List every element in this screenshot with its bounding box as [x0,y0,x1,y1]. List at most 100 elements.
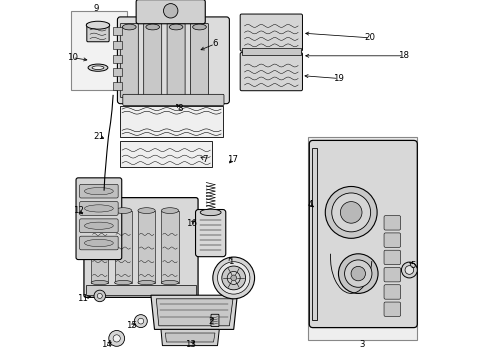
Text: 11: 11 [77,294,88,302]
Bar [120,106,223,137]
FancyBboxPatch shape [383,267,400,282]
Text: 12: 12 [73,206,83,215]
Circle shape [325,186,376,238]
Ellipse shape [192,24,206,30]
FancyBboxPatch shape [383,233,400,247]
Circle shape [227,271,240,284]
Ellipse shape [84,222,113,229]
FancyBboxPatch shape [309,140,416,328]
Ellipse shape [91,208,108,213]
FancyBboxPatch shape [80,184,118,198]
FancyBboxPatch shape [211,314,219,327]
Text: 13: 13 [184,341,196,349]
Circle shape [212,257,254,299]
FancyBboxPatch shape [136,0,205,24]
Text: 10: 10 [67,53,78,62]
Bar [113,82,122,90]
FancyBboxPatch shape [80,202,118,215]
Text: 3: 3 [359,341,365,349]
Bar [161,211,178,283]
Ellipse shape [138,280,155,285]
Circle shape [222,266,245,290]
Ellipse shape [91,280,108,285]
FancyBboxPatch shape [383,285,400,299]
Circle shape [134,315,147,328]
FancyBboxPatch shape [143,23,162,98]
Bar [113,68,122,76]
Bar [71,11,126,90]
FancyBboxPatch shape [195,210,225,257]
Text: 8: 8 [177,104,183,113]
Polygon shape [151,295,237,329]
FancyBboxPatch shape [190,23,208,98]
Ellipse shape [169,24,183,30]
Circle shape [340,202,361,223]
Ellipse shape [114,280,132,285]
Ellipse shape [163,4,178,18]
Circle shape [404,266,413,274]
Text: 19: 19 [333,74,344,83]
Ellipse shape [84,205,113,212]
Ellipse shape [114,208,132,213]
Text: 21: 21 [93,132,104,141]
FancyBboxPatch shape [76,178,122,260]
Text: 5: 5 [409,261,415,270]
Circle shape [138,318,143,324]
FancyBboxPatch shape [383,216,400,230]
Circle shape [338,254,377,293]
Ellipse shape [92,66,104,69]
Ellipse shape [86,21,109,29]
Circle shape [331,193,370,232]
Text: 6: 6 [212,40,217,49]
FancyBboxPatch shape [84,198,198,297]
Circle shape [217,262,249,294]
Text: 7: 7 [202,155,207,163]
Ellipse shape [84,239,113,247]
Text: 20: 20 [364,33,374,42]
Polygon shape [156,299,232,326]
FancyBboxPatch shape [383,250,400,265]
FancyBboxPatch shape [87,23,109,42]
Ellipse shape [200,209,221,216]
Ellipse shape [84,188,113,195]
Bar [138,211,155,283]
Bar [113,41,122,49]
Text: 1: 1 [227,256,233,266]
Bar [113,55,122,63]
Ellipse shape [161,208,178,213]
Circle shape [113,335,120,342]
Bar [91,211,108,283]
Ellipse shape [88,64,108,71]
Bar [86,285,196,295]
Circle shape [344,260,371,287]
Ellipse shape [138,208,155,213]
Text: 18: 18 [397,51,408,60]
Circle shape [230,275,236,281]
Ellipse shape [161,280,178,285]
Text: 17: 17 [227,155,238,163]
Text: 4: 4 [306,200,312,209]
Text: 14: 14 [102,341,112,349]
Circle shape [94,290,105,302]
Bar [113,27,122,35]
Text: 2: 2 [208,317,214,325]
FancyBboxPatch shape [240,53,302,91]
FancyBboxPatch shape [383,302,400,316]
Bar [114,211,132,283]
FancyBboxPatch shape [240,14,302,51]
Circle shape [350,266,365,281]
FancyBboxPatch shape [80,219,118,233]
Polygon shape [161,329,219,346]
Circle shape [401,262,416,278]
Text: 15: 15 [125,321,136,330]
Ellipse shape [145,24,159,30]
Polygon shape [311,148,316,320]
FancyBboxPatch shape [80,236,118,250]
Ellipse shape [122,24,136,30]
FancyBboxPatch shape [117,17,229,104]
Bar [241,48,301,55]
Circle shape [108,330,124,346]
FancyBboxPatch shape [120,23,138,98]
Bar [307,137,416,340]
Text: 16: 16 [185,219,196,228]
